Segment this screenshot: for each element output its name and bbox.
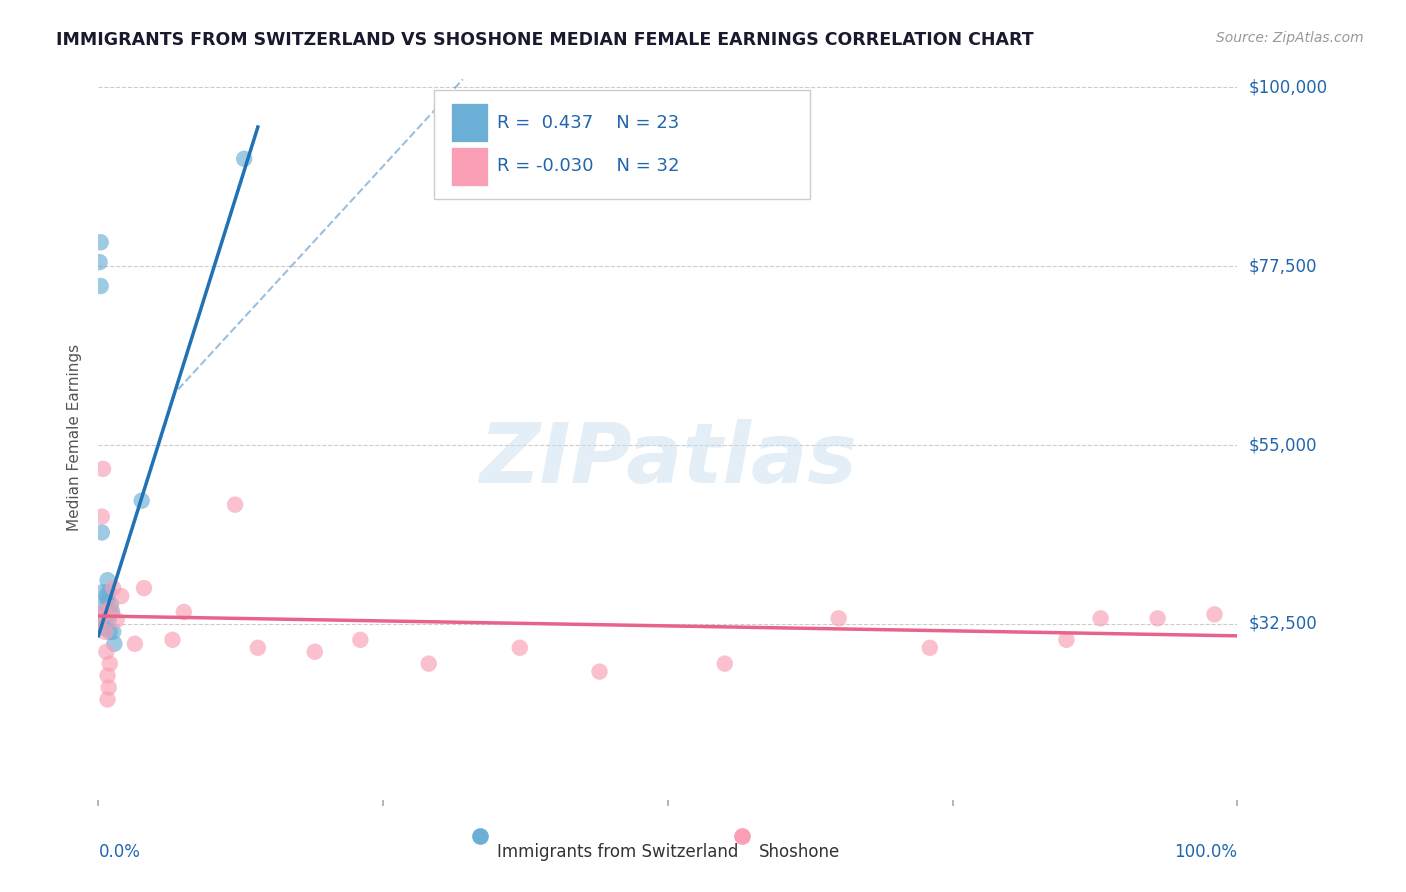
Point bbox=[1054, 632, 1078, 647]
Point bbox=[233, 152, 256, 166]
Point bbox=[98, 657, 121, 671]
Text: ZIPatlas: ZIPatlas bbox=[479, 418, 856, 500]
Point bbox=[828, 611, 851, 625]
Point bbox=[918, 640, 941, 655]
Point bbox=[93, 605, 115, 619]
Point bbox=[91, 462, 114, 476]
Text: 100.0%: 100.0% bbox=[1174, 843, 1237, 861]
Point bbox=[132, 581, 155, 595]
Text: R =  0.437    N = 23: R = 0.437 N = 23 bbox=[498, 113, 679, 131]
Text: 0.0%: 0.0% bbox=[98, 843, 141, 861]
Point bbox=[714, 657, 737, 671]
Point bbox=[100, 597, 122, 611]
Point bbox=[96, 593, 118, 607]
Point bbox=[90, 611, 112, 625]
Point bbox=[124, 637, 146, 651]
Text: $55,000: $55,000 bbox=[1249, 436, 1317, 454]
Point bbox=[100, 601, 122, 615]
Point bbox=[97, 585, 120, 599]
Point bbox=[1146, 611, 1168, 625]
Point bbox=[97, 681, 120, 695]
Point bbox=[101, 605, 124, 619]
Point bbox=[103, 624, 125, 639]
Point bbox=[89, 255, 111, 269]
Point bbox=[246, 640, 269, 655]
Text: R = -0.030    N = 32: R = -0.030 N = 32 bbox=[498, 158, 679, 176]
Text: Source: ZipAtlas.com: Source: ZipAtlas.com bbox=[1216, 31, 1364, 45]
Point bbox=[90, 235, 112, 250]
Point bbox=[91, 585, 114, 599]
Point bbox=[349, 632, 371, 647]
Text: $100,000: $100,000 bbox=[1249, 78, 1327, 96]
Point bbox=[304, 645, 326, 659]
Point bbox=[90, 279, 112, 293]
Point bbox=[418, 657, 440, 671]
Text: Immigrants from Switzerland: Immigrants from Switzerland bbox=[498, 843, 738, 861]
Point bbox=[93, 605, 115, 619]
Point bbox=[91, 613, 114, 627]
Point bbox=[93, 621, 115, 635]
Text: IMMIGRANTS FROM SWITZERLAND VS SHOSHONE MEDIAN FEMALE EARNINGS CORRELATION CHART: IMMIGRANTS FROM SWITZERLAND VS SHOSHONE … bbox=[56, 31, 1033, 49]
Point bbox=[224, 498, 246, 512]
FancyBboxPatch shape bbox=[434, 90, 810, 200]
Point bbox=[96, 573, 118, 587]
Point bbox=[173, 605, 195, 619]
Y-axis label: Median Female Earnings: Median Female Earnings bbox=[67, 343, 83, 531]
Text: $32,500: $32,500 bbox=[1249, 615, 1317, 633]
Point bbox=[97, 613, 120, 627]
Point bbox=[96, 668, 118, 682]
Point bbox=[98, 605, 121, 619]
Point bbox=[94, 597, 117, 611]
Point bbox=[588, 665, 610, 679]
Text: $77,500: $77,500 bbox=[1249, 257, 1317, 275]
FancyBboxPatch shape bbox=[451, 103, 488, 143]
Point bbox=[94, 613, 117, 627]
Point bbox=[103, 637, 125, 651]
Point bbox=[96, 589, 118, 603]
Point bbox=[1204, 607, 1226, 622]
Point bbox=[90, 509, 112, 524]
Point bbox=[509, 640, 531, 655]
Text: Shoshone: Shoshone bbox=[759, 843, 841, 861]
FancyBboxPatch shape bbox=[451, 146, 488, 186]
Point bbox=[110, 589, 132, 603]
Point bbox=[1090, 611, 1112, 625]
Point bbox=[98, 624, 121, 639]
Point bbox=[162, 632, 184, 647]
Point bbox=[96, 692, 118, 706]
Point bbox=[94, 624, 117, 639]
Point bbox=[96, 645, 118, 659]
Point bbox=[90, 525, 112, 540]
Point bbox=[103, 581, 125, 595]
Point bbox=[105, 613, 128, 627]
Point bbox=[131, 493, 153, 508]
